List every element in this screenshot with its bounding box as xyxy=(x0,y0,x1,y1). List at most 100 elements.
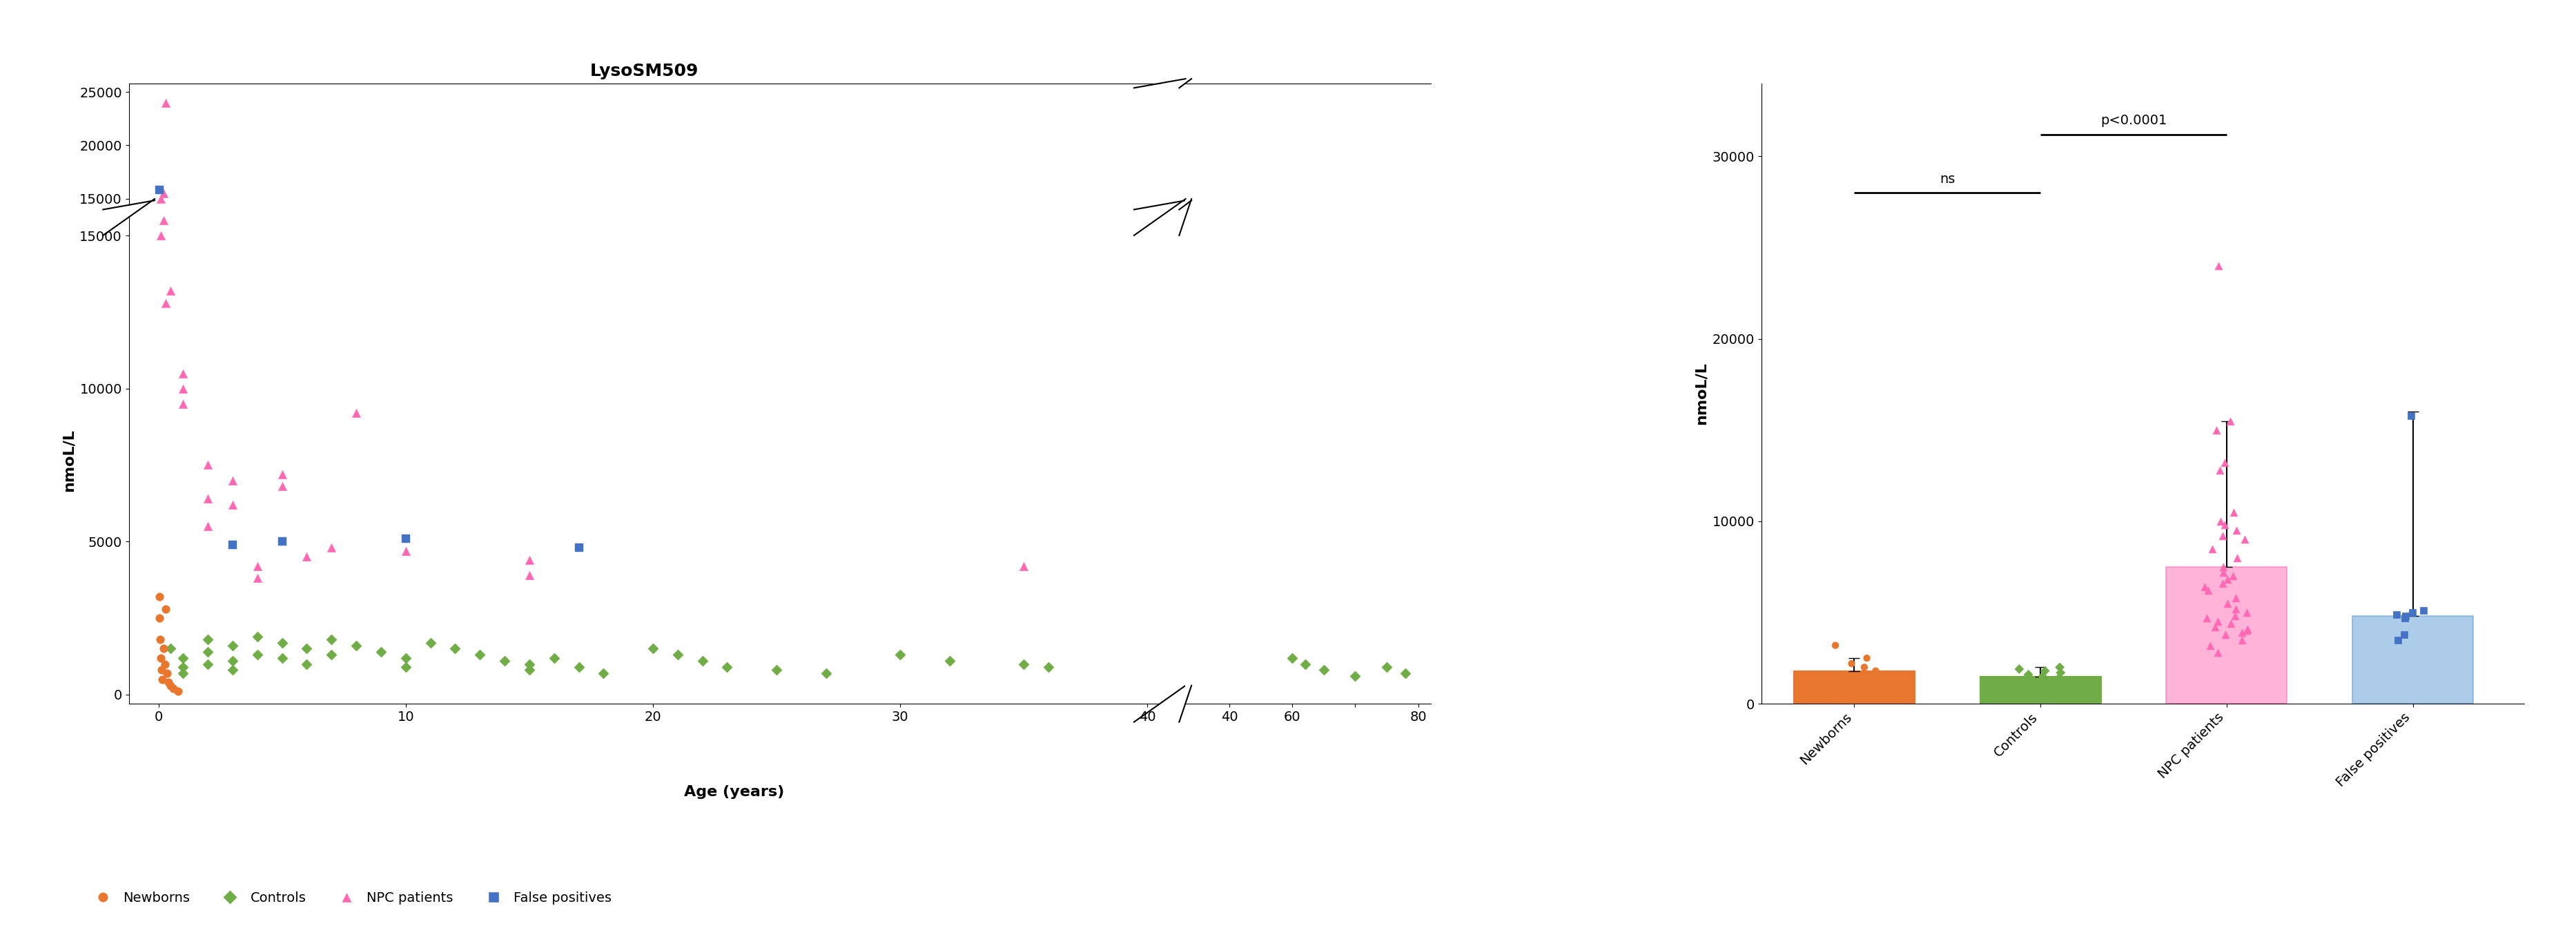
Point xyxy=(162,382,204,396)
Point xyxy=(162,659,204,674)
Point xyxy=(2007,667,2048,682)
Point xyxy=(2200,463,2241,478)
Point xyxy=(237,629,278,644)
Point xyxy=(2020,687,2061,702)
Point xyxy=(144,95,185,110)
Point xyxy=(2218,550,2259,565)
Point xyxy=(930,654,971,669)
Point xyxy=(582,666,623,681)
Point xyxy=(1814,638,1855,653)
Point xyxy=(2197,614,2239,629)
Point xyxy=(263,635,304,650)
Point xyxy=(1844,660,1886,675)
Point xyxy=(211,537,252,552)
Point xyxy=(1852,691,1893,706)
Point xyxy=(2202,529,2244,544)
Point xyxy=(2208,596,2249,611)
Point xyxy=(2184,580,2226,594)
Point xyxy=(1365,659,1406,674)
Point xyxy=(2215,608,2257,623)
Point xyxy=(2221,625,2262,640)
Point xyxy=(1855,664,1896,679)
Point xyxy=(484,654,526,669)
Point xyxy=(149,678,191,693)
Bar xyxy=(1793,671,1914,704)
Point xyxy=(384,532,425,546)
Point xyxy=(157,684,198,699)
Point xyxy=(755,663,796,678)
Point xyxy=(312,647,353,662)
Point xyxy=(878,647,920,662)
Point xyxy=(211,473,252,488)
Y-axis label: nmoL/L: nmoL/L xyxy=(1695,362,1708,425)
Point xyxy=(1999,662,2040,677)
Point xyxy=(2213,505,2254,519)
Point xyxy=(2197,258,2239,273)
Point xyxy=(2226,621,2267,636)
Point xyxy=(384,650,425,665)
Point xyxy=(683,654,724,669)
Point xyxy=(2205,518,2246,532)
Point xyxy=(1842,682,1883,696)
Point xyxy=(2205,627,2246,642)
Point xyxy=(237,647,278,662)
Point xyxy=(2200,514,2241,529)
Text: p<0.0001: p<0.0001 xyxy=(2099,114,2166,127)
Point xyxy=(435,642,477,657)
Point xyxy=(384,659,425,674)
Point xyxy=(286,642,327,657)
Point xyxy=(142,642,183,657)
Point xyxy=(2022,674,2063,689)
Point xyxy=(147,675,188,690)
Point xyxy=(149,283,191,298)
Point xyxy=(2391,605,2432,619)
Point xyxy=(2027,678,2069,693)
Point xyxy=(2040,665,2081,680)
Point xyxy=(144,657,185,671)
Point xyxy=(335,638,376,653)
Point xyxy=(142,672,183,687)
Point xyxy=(2197,645,2239,660)
Point xyxy=(144,295,185,310)
Point xyxy=(263,534,304,549)
Text: ns: ns xyxy=(1940,172,1955,185)
Point xyxy=(2383,627,2424,642)
Point xyxy=(286,549,327,564)
Point xyxy=(1832,694,1873,709)
Point xyxy=(2208,572,2249,587)
Bar xyxy=(2352,616,2473,704)
Point xyxy=(147,666,188,681)
Text: Age (years): Age (years) xyxy=(685,785,783,798)
Bar xyxy=(2166,567,2287,704)
Point xyxy=(139,632,180,647)
Point xyxy=(139,650,180,665)
Point xyxy=(211,654,252,669)
Point xyxy=(2215,523,2257,538)
Point xyxy=(237,558,278,573)
Point xyxy=(188,457,229,472)
Point xyxy=(706,659,747,674)
Point xyxy=(1334,669,1376,683)
Point xyxy=(2187,583,2228,598)
Point xyxy=(507,663,549,678)
Point xyxy=(1824,689,1865,704)
Point xyxy=(2004,672,2045,687)
Point xyxy=(2190,638,2231,653)
Point xyxy=(188,657,229,671)
Point xyxy=(1829,685,1870,700)
Point xyxy=(2210,414,2251,429)
Point xyxy=(2391,408,2432,423)
Point xyxy=(2014,685,2056,700)
Point xyxy=(2205,456,2246,470)
Point xyxy=(2223,532,2264,547)
Point xyxy=(2040,660,2081,675)
Point xyxy=(139,610,180,625)
Point xyxy=(188,644,229,659)
Point xyxy=(162,366,204,381)
Point xyxy=(1002,558,1043,573)
Point xyxy=(312,632,353,647)
Point xyxy=(507,657,549,671)
Point xyxy=(149,642,191,657)
Point xyxy=(162,666,204,681)
Point xyxy=(2195,422,2236,437)
